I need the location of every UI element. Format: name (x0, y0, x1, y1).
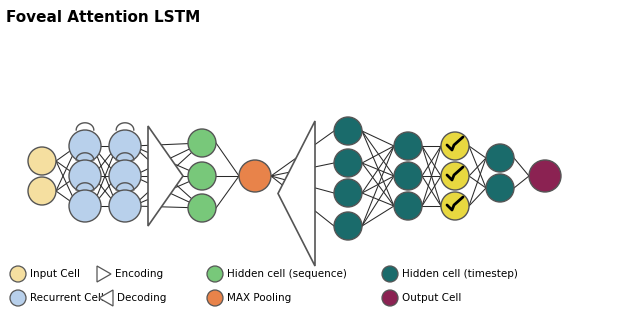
Circle shape (394, 132, 422, 160)
Text: Output Cell: Output Cell (402, 293, 461, 303)
Circle shape (28, 147, 56, 175)
Circle shape (10, 290, 26, 306)
Text: MAX Pooling: MAX Pooling (227, 293, 291, 303)
Circle shape (334, 149, 362, 177)
Polygon shape (99, 290, 113, 306)
Circle shape (334, 117, 362, 145)
Circle shape (109, 160, 141, 192)
Circle shape (109, 130, 141, 162)
Text: Decoding: Decoding (117, 293, 166, 303)
Circle shape (441, 132, 469, 160)
Circle shape (441, 162, 469, 190)
Circle shape (441, 192, 469, 220)
Circle shape (394, 192, 422, 220)
Circle shape (334, 212, 362, 240)
Text: Encoding: Encoding (115, 269, 163, 279)
Text: Hidden cell (timestep): Hidden cell (timestep) (402, 269, 518, 279)
Circle shape (10, 266, 26, 282)
Circle shape (239, 160, 271, 192)
Circle shape (28, 177, 56, 205)
Circle shape (486, 144, 514, 172)
Text: Hidden cell (sequence): Hidden cell (sequence) (227, 269, 347, 279)
Text: Input Cell: Input Cell (30, 269, 80, 279)
Circle shape (109, 190, 141, 222)
Circle shape (529, 160, 561, 192)
Circle shape (207, 290, 223, 306)
Text: Recurrent Cell: Recurrent Cell (30, 293, 104, 303)
Circle shape (69, 130, 101, 162)
Circle shape (382, 290, 398, 306)
Circle shape (188, 162, 216, 190)
Circle shape (69, 160, 101, 192)
Polygon shape (148, 126, 183, 226)
Circle shape (382, 266, 398, 282)
Circle shape (334, 179, 362, 207)
Circle shape (394, 162, 422, 190)
Circle shape (69, 190, 101, 222)
Text: Foveal Attention LSTM: Foveal Attention LSTM (6, 10, 200, 25)
Circle shape (188, 194, 216, 222)
Circle shape (188, 129, 216, 157)
Polygon shape (97, 266, 111, 282)
Polygon shape (278, 121, 315, 266)
Circle shape (207, 266, 223, 282)
Circle shape (486, 174, 514, 202)
